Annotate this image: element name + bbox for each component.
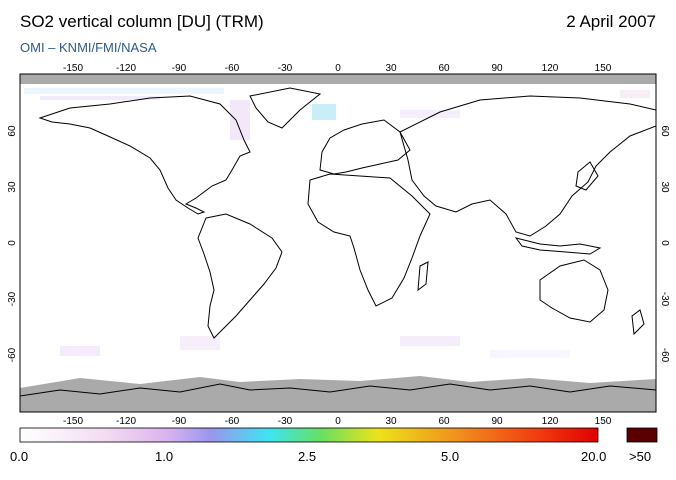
colorbar-label: 20.0 xyxy=(581,449,607,464)
so2-noise xyxy=(24,88,650,358)
credit-line: OMI – KNMI/FMI/NASA xyxy=(20,40,157,55)
lon-tick-top: -120 xyxy=(116,63,136,74)
coast-new-zealand xyxy=(631,309,645,336)
colorbar-overflow-label: >50 xyxy=(629,449,652,464)
lon-tick-top: 120 xyxy=(542,63,559,74)
lon-tick-bottom: -30 xyxy=(278,416,293,427)
coast-north-america xyxy=(38,95,251,215)
lon-tick-top: 60 xyxy=(438,63,450,74)
lon-tick-top: -60 xyxy=(225,63,240,74)
lon-tick-top: 90 xyxy=(491,63,503,74)
lat-tick-left: -60 xyxy=(7,347,18,362)
lat-ticks-left: 60 30 0 -30 -60 xyxy=(7,125,18,362)
lon-tick-top: 30 xyxy=(385,63,397,74)
lat-tick-left: 0 xyxy=(7,240,18,246)
coast-australia xyxy=(539,259,609,323)
coast-madagascar xyxy=(417,261,429,292)
map-frame xyxy=(19,73,657,413)
lon-tick-bottom: 0 xyxy=(335,416,341,427)
lon-tick-bottom: -90 xyxy=(172,416,187,427)
coast-asia xyxy=(399,95,656,237)
coast-africa xyxy=(307,173,431,307)
lon-tick-bottom: -60 xyxy=(225,416,240,427)
map-title: SO2 vertical column [DU] (TRM) xyxy=(20,12,264,31)
lat-tick-right: -30 xyxy=(659,292,670,307)
map-date: 2 April 2007 xyxy=(566,12,656,31)
colorbar-label: 0.0 xyxy=(10,449,29,464)
coast-europe xyxy=(319,119,411,175)
lat-tick-left: -30 xyxy=(7,291,18,306)
colorbar-overflow-swatch xyxy=(626,427,658,443)
lon-tick-bottom: 150 xyxy=(595,416,612,427)
coast-japan xyxy=(575,161,599,191)
lon-tick-top: -150 xyxy=(63,63,83,74)
lon-tick-bottom: -150 xyxy=(63,416,83,427)
lon-tick-bottom: 120 xyxy=(542,416,559,427)
coast-indonesia xyxy=(514,237,602,255)
lon-ticks-bottom: -150 -120 -90 -60 -30 0 30 60 90 120 150 xyxy=(63,416,612,427)
lat-tick-right: 60 xyxy=(659,125,670,137)
colorbar-label: 1.0 xyxy=(155,449,174,464)
coastlines xyxy=(20,87,656,397)
coast-antarctica xyxy=(20,383,656,397)
lon-tick-bottom: 30 xyxy=(385,416,397,427)
lon-tick-bottom: 60 xyxy=(438,416,450,427)
lon-ticks-top: -150 -120 -90 -60 -30 0 30 60 90 120 150 xyxy=(63,63,612,74)
colorbar-label: 2.5 xyxy=(298,449,317,464)
lon-tick-bottom: -120 xyxy=(116,416,136,427)
no-data-north xyxy=(20,74,656,84)
lat-tick-left: 60 xyxy=(7,125,18,137)
no-data-south xyxy=(20,376,656,412)
lon-tick-top: -30 xyxy=(278,63,293,74)
colorbar-label: 5.0 xyxy=(441,449,460,464)
coast-greenland xyxy=(249,87,322,129)
lon-tick-top: -90 xyxy=(172,63,187,74)
map-area xyxy=(20,74,656,412)
lon-tick-top: 0 xyxy=(335,63,341,74)
lat-tick-left: 30 xyxy=(7,181,18,193)
lon-tick-top: 150 xyxy=(595,63,612,74)
lat-ticks-right: 60 30 0 -30 -60 xyxy=(659,125,670,362)
lat-tick-right: 30 xyxy=(659,181,670,193)
lat-tick-right: 0 xyxy=(659,240,670,246)
coast-south-america xyxy=(197,213,283,339)
lat-tick-right: -60 xyxy=(659,348,670,363)
lon-tick-bottom: 90 xyxy=(491,416,503,427)
colorbar-gradient xyxy=(19,427,599,443)
